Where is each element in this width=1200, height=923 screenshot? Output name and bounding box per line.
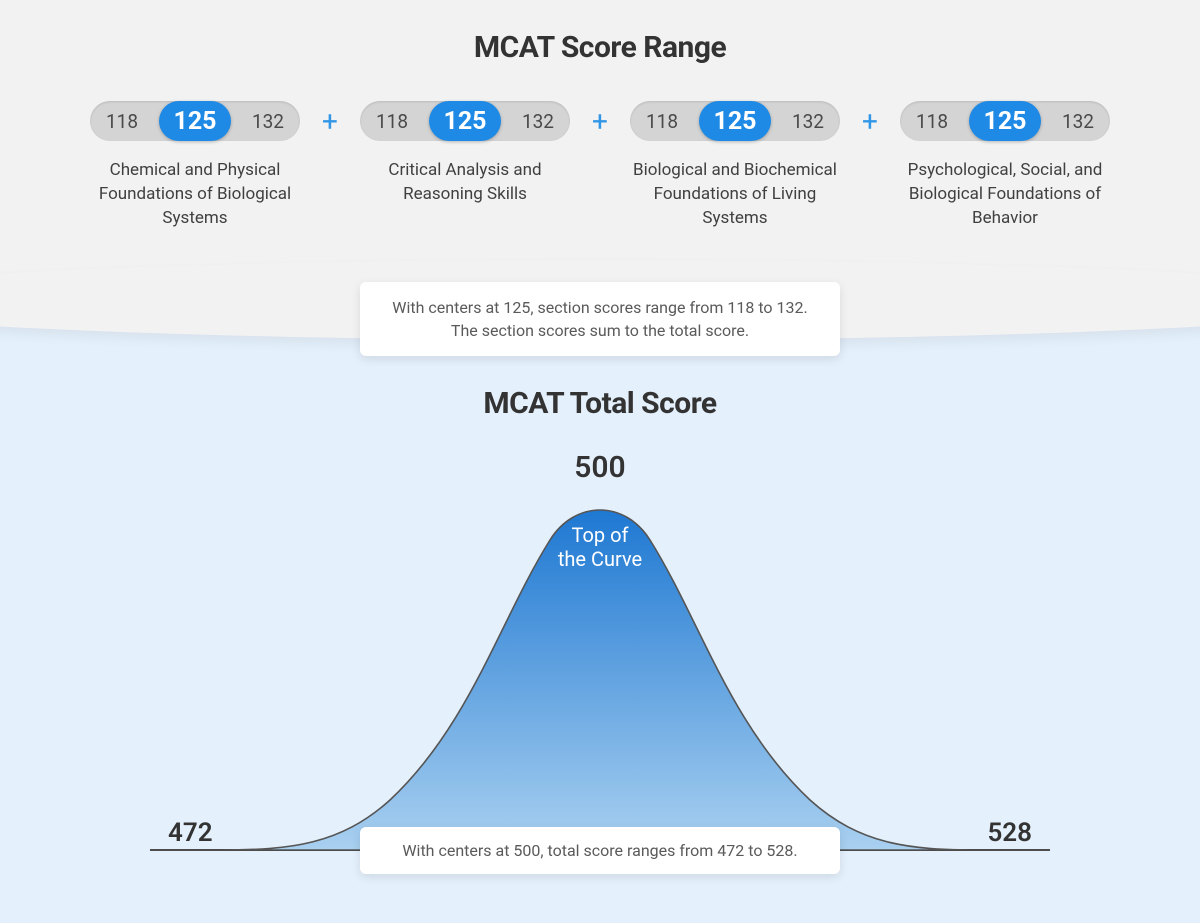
section-psych-soc: 118 125 132 Psychological, Social, and B… [890, 101, 1120, 230]
pill-center: 125 [429, 101, 501, 141]
pill-min: 118 [376, 110, 408, 133]
bell-inside-line: Top of [572, 523, 629, 547]
bell-peak-value: 500 [150, 450, 1050, 485]
section-chem-phys: 118 125 132 Chemical and Physical Founda… [80, 101, 310, 230]
info-line: With centers at 125, section scores rang… [388, 296, 812, 319]
pill-max: 132 [1062, 110, 1094, 133]
pill-min: 118 [916, 110, 948, 133]
score-pill: 118 125 132 [900, 101, 1110, 141]
pill-center: 125 [159, 101, 231, 141]
section-bio-biochem: 118 125 132 Biological and Biochemical F… [620, 101, 850, 230]
score-range-region: MCAT Score Range 118 125 132 Chemical an… [0, 0, 1200, 280]
bell-max-value: 528 [987, 818, 1032, 848]
bell-inside-line: the Curve [558, 547, 642, 571]
section-label: Psychological, Social, and Biological Fo… [890, 159, 1120, 230]
plus-icon: + [580, 105, 620, 138]
section-info-box: With centers at 125, section scores rang… [360, 282, 840, 356]
total-score-title: MCAT Total Score [0, 386, 1200, 421]
section-label: Critical Analysis and Reasoning Skills [350, 159, 580, 207]
score-pill: 118 125 132 [630, 101, 840, 141]
total-info-box: With centers at 500, total score ranges … [360, 827, 840, 874]
bell-curve-svg [150, 450, 1050, 860]
info-line: The section scores sum to the total scor… [388, 319, 812, 342]
score-pill: 118 125 132 [90, 101, 300, 141]
bell-inside-label: Top of the Curve [150, 523, 1050, 571]
sections-row: 118 125 132 Chemical and Physical Founda… [0, 101, 1200, 230]
plus-icon: + [850, 105, 890, 138]
pill-max: 132 [252, 110, 284, 133]
bell-curve-chart: 500 Top of the Curve 472 528 With center… [150, 450, 1050, 870]
pill-center: 125 [969, 101, 1041, 141]
pill-min: 118 [106, 110, 138, 133]
bell-min-value: 472 [168, 818, 213, 848]
plus-icon: + [310, 105, 350, 138]
score-range-title: MCAT Score Range [0, 30, 1200, 65]
score-pill: 118 125 132 [360, 101, 570, 141]
pill-max: 132 [792, 110, 824, 133]
section-label: Biological and Biochemical Foundations o… [620, 159, 850, 230]
pill-min: 118 [646, 110, 678, 133]
pill-max: 132 [522, 110, 554, 133]
section-label: Chemical and Physical Foundations of Bio… [80, 159, 310, 230]
section-cars: 118 125 132 Critical Analysis and Reason… [350, 101, 580, 207]
pill-center: 125 [699, 101, 771, 141]
info-line: With centers at 500, total score ranges … [402, 841, 797, 860]
